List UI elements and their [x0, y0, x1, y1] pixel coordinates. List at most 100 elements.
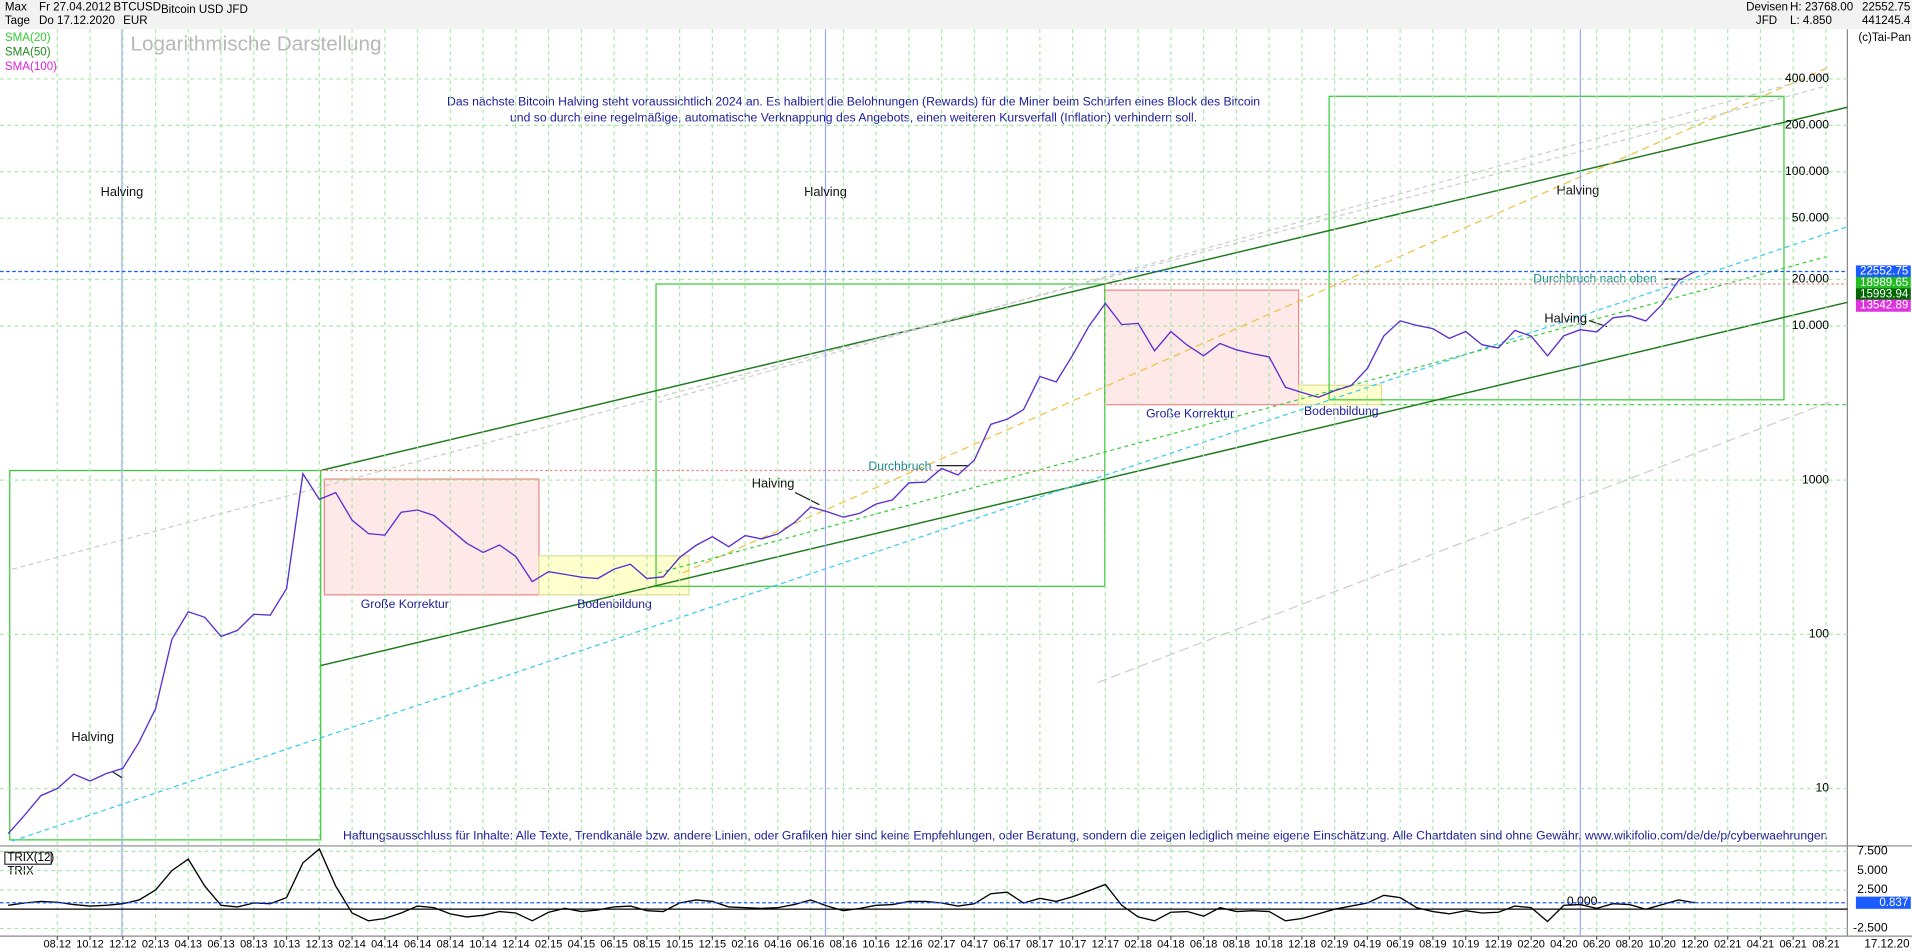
value-badge-label: 13542.89	[1860, 300, 1908, 312]
bottom-box	[538, 555, 690, 596]
y-tick-label: 0.000	[1567, 894, 1598, 908]
series-line	[7, 270, 1696, 835]
x-tick-label: 06.18	[1190, 939, 1217, 951]
y-tick-label: 100	[1809, 627, 1830, 641]
x-tick-label: 06.15	[600, 939, 627, 951]
series-line	[8, 847, 1696, 923]
x-tick-label: 04.13	[175, 939, 202, 951]
x-tick-label: 10.19	[1452, 939, 1479, 951]
trend-line	[12, 226, 1848, 842]
axis-end: 17.12.20	[1864, 939, 1909, 951]
x-tick-label: 02.19	[1321, 939, 1348, 951]
value-badge	[1855, 299, 1911, 312]
x-tick-label: 10.17	[1059, 939, 1086, 951]
low: L: 4.850	[1790, 15, 1832, 27]
x-tick-label: 10.15	[666, 939, 693, 951]
trend-line	[320, 301, 1848, 667]
x-tick-label: 04.19	[1354, 939, 1381, 951]
x-tick-label: 04.18	[1157, 939, 1184, 951]
x-tick-label: 10.18	[1255, 939, 1282, 951]
x-tick-label: 10.14	[469, 939, 496, 951]
value-badge	[1855, 896, 1911, 909]
y-tick-label: 10.000	[1792, 318, 1830, 332]
trend-line	[320, 106, 1848, 472]
x-tick-label: 02.14	[338, 939, 365, 951]
trend-line	[658, 255, 1830, 574]
x-tick-label: 08.16	[830, 939, 857, 951]
start-date: Fr 27.04.2012	[39, 1, 111, 13]
cycle-box	[1328, 95, 1785, 401]
y-tick-label: 100.000	[1785, 164, 1829, 178]
trend-line	[658, 72, 1830, 403]
y-tick-label: 200.000	[1785, 118, 1829, 132]
indicator-box[interactable]	[4, 851, 52, 865]
trend-line	[12, 84, 1830, 570]
bottom-label: Bodenbildung	[1304, 404, 1379, 418]
breakout-label: Durchbruch	[868, 459, 931, 473]
y-tick-label: 7.500	[1857, 844, 1888, 858]
x-tick-label: 06.21	[1779, 939, 1806, 951]
halving-label: Halving	[101, 184, 144, 199]
x-tick-label: 04.17	[961, 939, 988, 951]
instrument: Bitcoin USD JFD	[161, 4, 248, 16]
halving-label: Halving	[1557, 183, 1600, 198]
correction-label: Große Korrektur	[1146, 407, 1234, 421]
cycle-box	[655, 283, 1106, 587]
x-tick-label: 12.13	[306, 939, 333, 951]
y-tick-label: -2.500	[1853, 921, 1888, 935]
x-tick-label: 04.14	[371, 939, 398, 951]
x-tick-label: 06.16	[797, 939, 824, 951]
x-tick-label: 06.17	[993, 939, 1020, 951]
x-tick-label: 02.20	[1517, 939, 1544, 951]
y-tick-label: 20.000	[1792, 272, 1830, 286]
x-tick-label: 12.14	[502, 939, 529, 951]
value-badge	[1855, 288, 1911, 301]
range[interactable]: Max	[5, 1, 27, 13]
y-tick-label: 5.000	[1857, 863, 1888, 877]
x-tick-label: 08.17	[1026, 939, 1053, 951]
indicator-title: TRIX(12)	[7, 852, 54, 864]
x-tick-label: 02.13	[142, 939, 169, 951]
note: Das nächste Bitcoin Halving steht voraus…	[447, 95, 1260, 109]
x-tick-label: 08.13	[240, 939, 267, 951]
bottom-label: Bodenbildung	[577, 597, 652, 611]
last-price: 22552.75	[1862, 1, 1910, 13]
period[interactable]: Tage	[5, 15, 30, 27]
x-tick-label: 02.17	[928, 939, 955, 951]
x-tick-label: 12.15	[699, 939, 726, 951]
end-date: Do 17.12.2020	[39, 15, 115, 27]
broker: JFD	[1756, 15, 1777, 27]
value-badge-label: 15993.94	[1860, 289, 1909, 301]
x-tick-label: 08.12	[44, 939, 71, 951]
value-badge	[1855, 265, 1911, 278]
x-tick-label: 08.18	[1223, 939, 1250, 951]
copyright: (c)Tai-Pan	[1858, 32, 1911, 44]
x-tick-label: 08.15	[633, 939, 660, 951]
x-tick-label: 06.13	[207, 939, 234, 951]
halving-label: Halving	[1544, 311, 1587, 326]
cycle-box	[9, 469, 322, 841]
legend-entry: SMA(20)	[5, 32, 51, 44]
market: Devisen	[1746, 1, 1788, 13]
x-tick-label: 12.20	[1681, 939, 1708, 951]
x-tick-label: 12.18	[1288, 939, 1315, 951]
y-tick-label: 10	[1816, 781, 1830, 795]
x-tick-label: 12.12	[109, 939, 136, 951]
x-tick-label: 04.15	[568, 939, 595, 951]
y-tick-label: 1000	[1802, 472, 1829, 486]
x-tick-label: 02.21	[1714, 939, 1741, 951]
y-tick-label: 400.000	[1785, 71, 1829, 85]
legend-entry: SMA(50)	[5, 46, 51, 58]
x-tick-label: 10.13	[273, 939, 300, 951]
y-tick-label: 50.000	[1792, 210, 1830, 224]
x-tick-label: 10.20	[1648, 939, 1675, 951]
breakout-label: Durchbruch nach oben	[1533, 271, 1656, 285]
x-tick-label: 06.19	[1386, 939, 1413, 951]
x-tick-label: 08.20	[1616, 939, 1643, 951]
x-tick-label: 04.21	[1747, 939, 1774, 951]
y-tick-label: 2.500	[1857, 882, 1888, 896]
arrow	[111, 278, 1683, 779]
